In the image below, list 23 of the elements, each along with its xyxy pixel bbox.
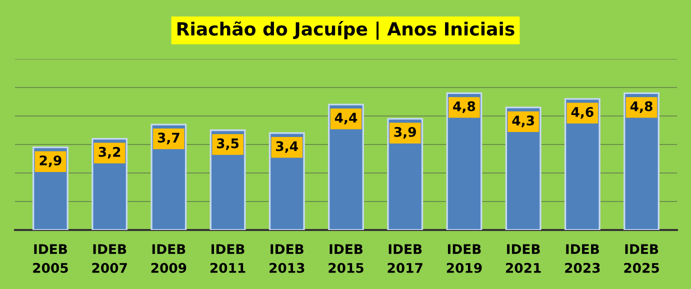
data-label: 3,9	[394, 126, 416, 139]
x-tick-label: IDEB 2013	[270, 244, 304, 273]
x-tick-label: IDEB 2025	[624, 244, 659, 273]
data-label: 3,5	[216, 138, 239, 150]
data-label: 4,4	[334, 112, 358, 124]
data-label: 2,9	[40, 155, 62, 168]
x-tick-label: IDEB 2021	[506, 244, 541, 273]
x-tick-label: IDEB 2023	[565, 244, 600, 273]
x-tick-label: IDEB 2005	[33, 244, 68, 273]
data-label: 3,4	[276, 141, 298, 153]
data-label: 4,8	[630, 101, 652, 113]
chart-title: Riachão do Jacuípe | Anos Iniciais	[177, 20, 514, 40]
data-label: 4,6	[571, 107, 594, 119]
x-tick-label: IDEB 2019	[446, 244, 482, 273]
data-label: 4,3	[512, 116, 534, 128]
data-label: 3,7	[158, 132, 180, 144]
x-tick-label: IDEB 2009	[151, 244, 186, 273]
x-tick-label: IDEB 2007	[92, 244, 127, 273]
data-label: 4,8	[453, 101, 476, 113]
data-label: 3,2	[98, 146, 120, 159]
x-tick-label: IDEB 2011	[210, 244, 246, 273]
x-tick-label: IDEB 2015	[328, 244, 364, 273]
x-tick-label: IDEB 2017	[388, 244, 422, 273]
